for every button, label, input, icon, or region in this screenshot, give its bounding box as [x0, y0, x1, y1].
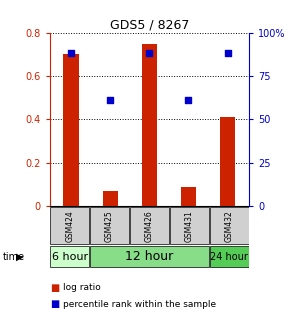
Text: 6 hour: 6 hour [52, 252, 88, 262]
Point [147, 51, 152, 56]
Bar [90, 247, 209, 267]
Text: percentile rank within the sample: percentile rank within the sample [63, 300, 216, 309]
Point [108, 98, 113, 103]
Text: GSM426: GSM426 [145, 210, 154, 242]
Bar [50, 207, 89, 245]
Point [225, 51, 230, 56]
Text: ■: ■ [50, 283, 59, 293]
Text: 12 hour: 12 hour [125, 250, 173, 263]
Text: GSM432: GSM432 [225, 210, 234, 242]
Text: GSM425: GSM425 [105, 210, 114, 242]
Bar [50, 247, 89, 267]
Bar [209, 207, 249, 245]
Text: 24 hour: 24 hour [210, 252, 248, 262]
Bar [181, 186, 196, 206]
Text: ▶: ▶ [16, 252, 24, 262]
Bar [130, 207, 169, 245]
Bar [142, 43, 157, 206]
Text: ■: ■ [50, 299, 59, 309]
Point [186, 98, 191, 103]
Bar [64, 54, 79, 206]
Bar [90, 207, 129, 245]
Text: GSM424: GSM424 [65, 210, 74, 242]
Point [69, 51, 74, 56]
Text: time: time [3, 252, 25, 262]
Text: log ratio: log ratio [63, 283, 101, 292]
Bar [220, 117, 235, 206]
Bar [103, 191, 118, 206]
Bar [170, 207, 209, 245]
Bar [209, 247, 249, 267]
Text: GSM431: GSM431 [185, 210, 194, 242]
Title: GDS5 / 8267: GDS5 / 8267 [110, 19, 189, 31]
